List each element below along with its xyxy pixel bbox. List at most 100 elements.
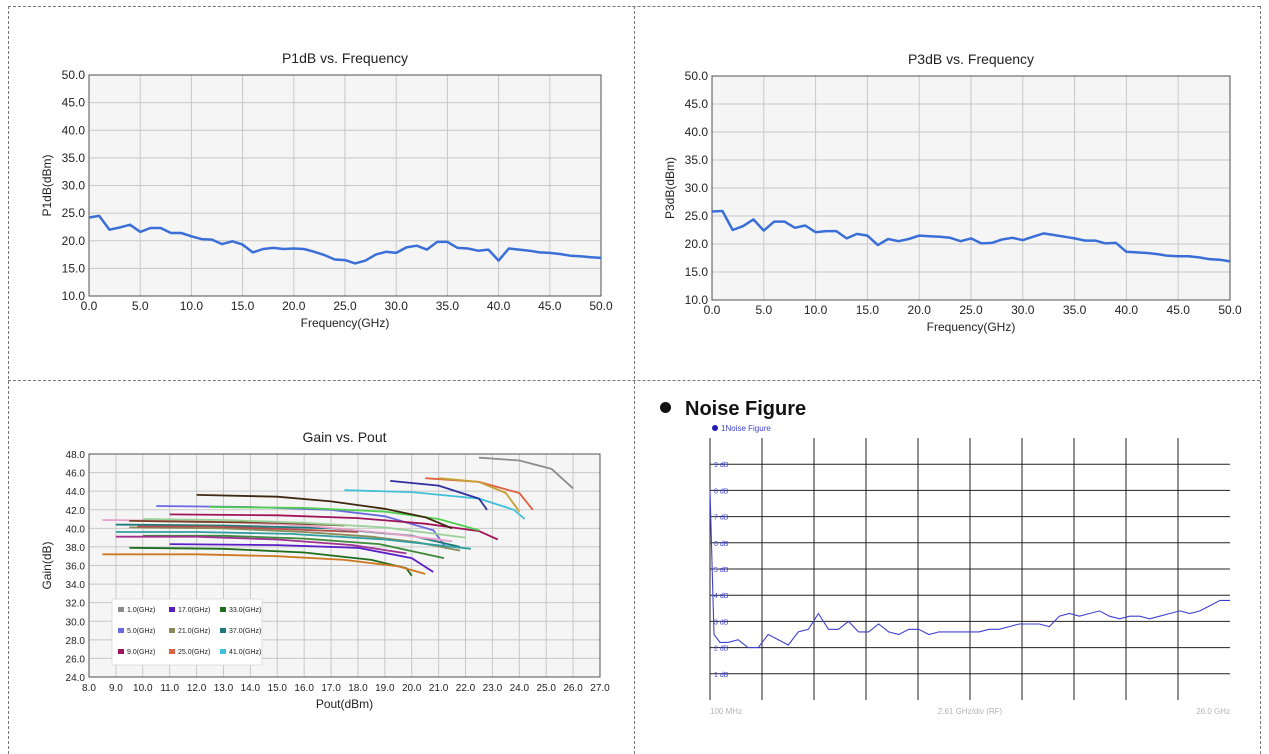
legend-label: 9.0(GHz) bbox=[127, 649, 155, 656]
x-tick-label: 50.0 bbox=[1218, 303, 1242, 317]
series-line bbox=[169, 513, 499, 541]
y-tick-label: 24.0 bbox=[66, 673, 86, 684]
y-tick-label: 10.0 bbox=[62, 289, 86, 303]
y-tick-label: 6 dB bbox=[714, 541, 729, 548]
x-axis-label: Frequency(GHz) bbox=[301, 316, 390, 330]
series-line bbox=[142, 534, 445, 559]
x-tick-label: 19.0 bbox=[375, 683, 395, 694]
y-axis-label: P3dB(dBm) bbox=[663, 157, 677, 219]
legend-label: 41.0(GHz) bbox=[229, 649, 261, 656]
y-tick-label: 4 dB bbox=[714, 593, 729, 600]
x-tick-label: 16.0 bbox=[294, 683, 314, 694]
series-line bbox=[102, 553, 426, 575]
y-tick-label: 40.0 bbox=[62, 123, 86, 137]
x-tick-label: 20.0 bbox=[282, 299, 306, 313]
x-tick-label: 50.0 bbox=[589, 299, 613, 313]
y-tick-label: 46.0 bbox=[66, 469, 86, 480]
y-tick-label: 25.0 bbox=[685, 209, 709, 223]
x-start-label: 100 MHz bbox=[710, 707, 742, 716]
y-axis-label: Gain(dB) bbox=[40, 541, 54, 589]
x-tick-label: 24.0 bbox=[510, 683, 530, 694]
y-tick-label: 50.0 bbox=[685, 69, 709, 83]
x-tick-label: 15.0 bbox=[856, 303, 880, 317]
x-tick-label: 14.0 bbox=[241, 683, 261, 694]
x-tick-label: 15.0 bbox=[268, 683, 288, 694]
series-line bbox=[209, 506, 480, 532]
y-tick-label: 35.0 bbox=[685, 153, 709, 167]
y-tick-label: 40.0 bbox=[66, 524, 86, 535]
x-tick-label: 35.0 bbox=[436, 299, 460, 313]
x-tick-label: 9.0 bbox=[109, 683, 123, 694]
x-axis-label: Pout(dBm) bbox=[316, 697, 373, 711]
x-tick-label: 5.0 bbox=[755, 303, 772, 317]
series-line bbox=[88, 214, 602, 265]
y-tick-label: 38.0 bbox=[66, 543, 86, 554]
legend-swatch bbox=[220, 628, 226, 633]
series-line bbox=[169, 543, 434, 573]
series-line bbox=[390, 480, 488, 511]
y-tick-label: 9 dB bbox=[714, 462, 729, 469]
legend-label: 17.0(GHz) bbox=[178, 607, 210, 614]
noise-figure-chart: 1 dB 2 dB 3 dB 4 dB 5 dB 6 dB 7 dB 8 dB 9 dB 1Noi… bbox=[709, 424, 1230, 716]
x-tick-label: 30.0 bbox=[385, 299, 409, 313]
y-tick-label: 30.0 bbox=[66, 617, 86, 628]
y-tick-label: 50.0 bbox=[62, 68, 86, 82]
x-tick-label: 10.0 bbox=[804, 303, 828, 317]
x-tick-label: 11.0 bbox=[160, 683, 179, 694]
x-tick-label: 0.0 bbox=[81, 299, 98, 313]
legend-label: 1.0(GHz) bbox=[127, 607, 155, 614]
x-axis-label: 2.61 GHz/div (RF) bbox=[938, 707, 1003, 716]
y-tick-label: 45.0 bbox=[62, 96, 86, 110]
series-line bbox=[115, 531, 471, 550]
x-tick-label: 22.0 bbox=[456, 683, 476, 694]
legend-swatch bbox=[118, 628, 124, 633]
y-tick-label: 30.0 bbox=[62, 179, 86, 193]
x-tick-label: 10.0 bbox=[133, 683, 153, 694]
series-line bbox=[438, 477, 521, 513]
chart-title: P3dB vs. Frequency bbox=[908, 51, 1034, 67]
legend-label: 25.0(GHz) bbox=[178, 649, 210, 656]
x-tick-label: 23.0 bbox=[483, 683, 503, 694]
gain-vs-pout-chart: 8.0 9.0 10.0 11.0 12.0 13.0 14.0 15.0 16.0 17.0 18… bbox=[40, 429, 610, 711]
plot-border bbox=[88, 74, 602, 297]
x-tick-label: 45.0 bbox=[538, 299, 562, 313]
legend-label: 21.0(GHz) bbox=[178, 628, 210, 635]
y-tick-label: 1 dB bbox=[714, 672, 729, 679]
y-tick-label: 20.0 bbox=[685, 237, 709, 251]
plot-border bbox=[711, 75, 1231, 301]
chart-title: Gain vs. Pout bbox=[302, 429, 386, 445]
y-tick-label: 48.0 bbox=[66, 450, 86, 461]
x-end-label: 26.0 GHz bbox=[1196, 707, 1230, 716]
x-axis-label: Frequency(GHz) bbox=[927, 320, 1016, 334]
y-tick-label: 15.0 bbox=[62, 261, 86, 275]
y-tick-label: 28.0 bbox=[66, 636, 86, 647]
y-tick-label: 5 dB bbox=[714, 567, 729, 574]
x-tick-label: 30.0 bbox=[1011, 303, 1035, 317]
chart-title: P1dB vs. Frequency bbox=[282, 50, 408, 66]
x-tick-label: 18.0 bbox=[348, 683, 368, 694]
x-tick-label: 15.0 bbox=[231, 299, 255, 313]
plot-border bbox=[88, 453, 601, 678]
x-tick-label: 17.0 bbox=[321, 683, 341, 694]
y-tick-label: 2 dB bbox=[714, 646, 729, 653]
series-line bbox=[711, 209, 1231, 263]
x-tick-label: 40.0 bbox=[1115, 303, 1139, 317]
series-line bbox=[478, 456, 574, 490]
p3db-chart: 0.0 5.0 10.0 15.0 20.0 25.0 30.0 35.0 40.0 45.0 50… bbox=[663, 51, 1242, 334]
y-tick-label: 8 dB bbox=[714, 488, 729, 495]
bullet-icon bbox=[660, 402, 671, 414]
legend-swatch bbox=[169, 607, 175, 612]
y-tick-label: 42.0 bbox=[66, 506, 86, 517]
legend-label: 37.0(GHz) bbox=[229, 628, 261, 635]
x-tick-label: 45.0 bbox=[1167, 303, 1191, 317]
y-tick-label: 35.0 bbox=[62, 151, 86, 165]
y-tick-label: 20.0 bbox=[62, 234, 86, 248]
x-tick-label: 21.0 bbox=[429, 683, 449, 694]
y-tick-label: 10.0 bbox=[685, 293, 709, 307]
y-tick-label: 45.0 bbox=[685, 97, 709, 111]
series-line bbox=[115, 535, 407, 555]
series-line bbox=[709, 490, 1230, 649]
y-tick-label: 44.0 bbox=[66, 487, 86, 498]
series-line bbox=[196, 494, 453, 530]
y-tick-label: 26.0 bbox=[66, 654, 86, 665]
